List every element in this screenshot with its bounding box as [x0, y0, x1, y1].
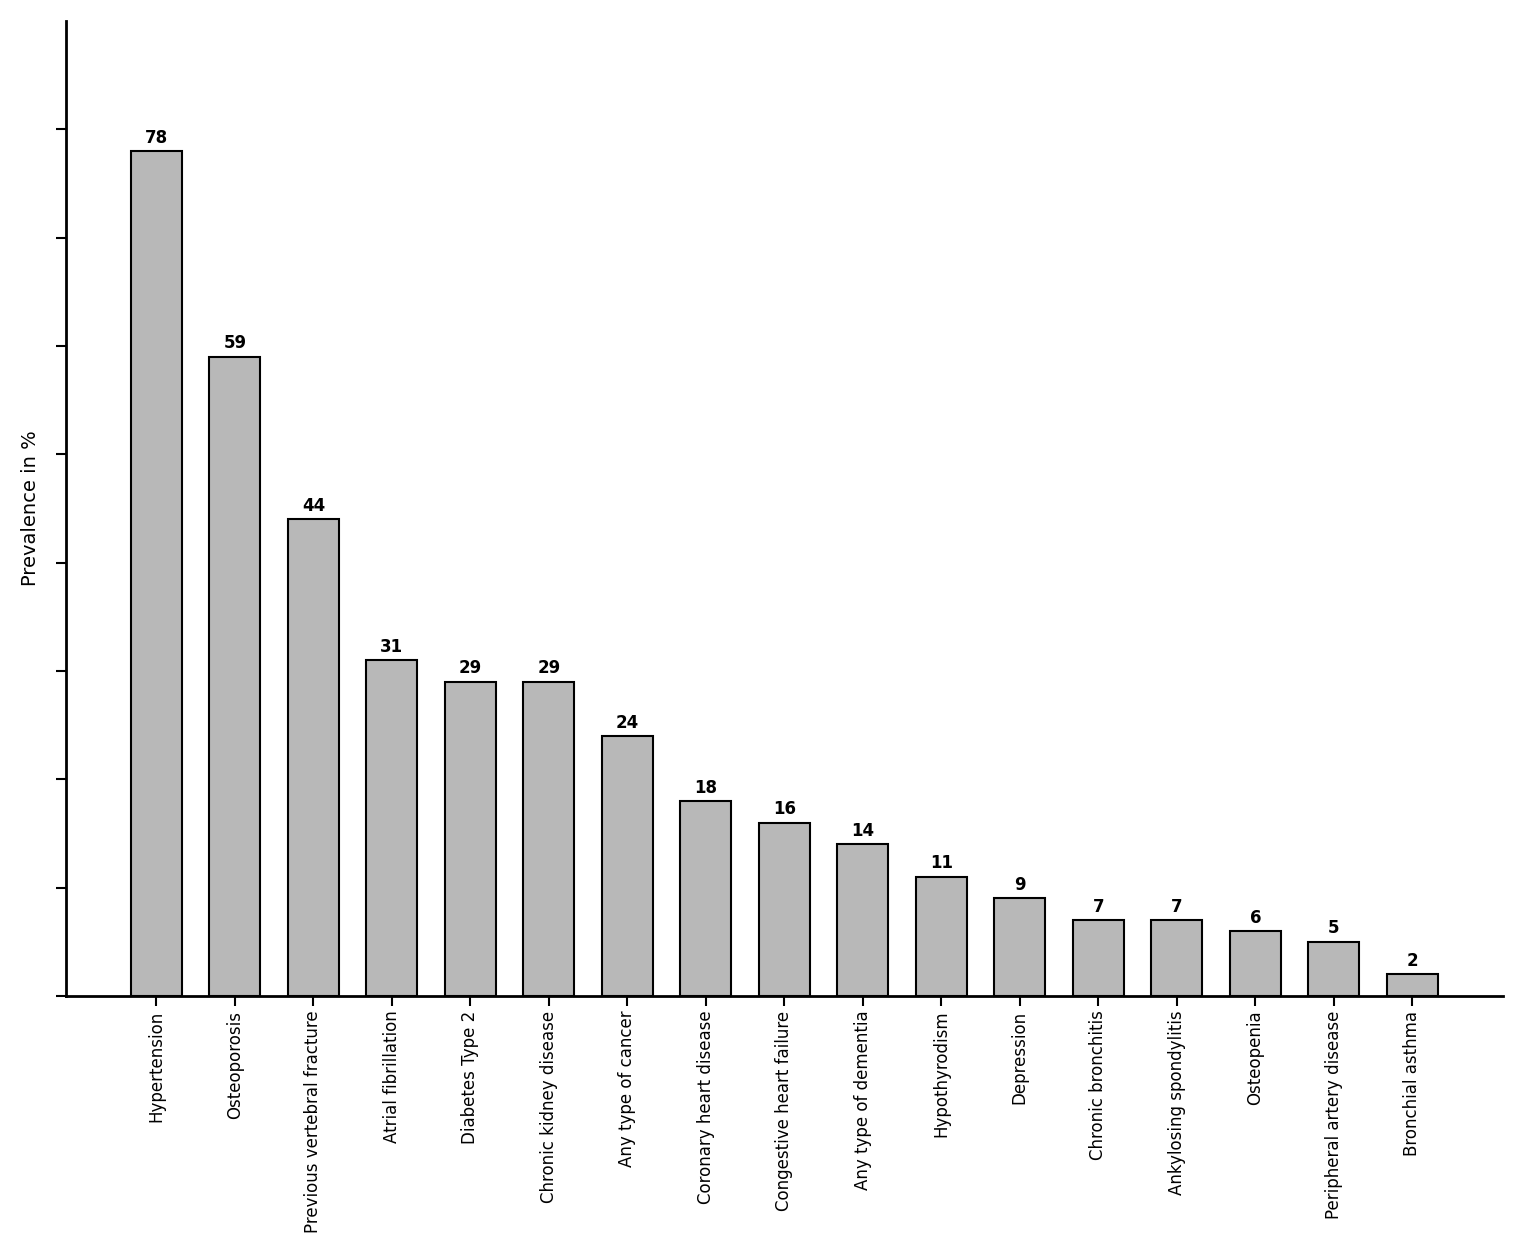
- Bar: [288, 519, 338, 996]
- Bar: [1387, 974, 1437, 996]
- Text: 2: 2: [1407, 952, 1419, 969]
- Bar: [1151, 920, 1202, 996]
- Text: 11: 11: [930, 854, 952, 873]
- Bar: [916, 877, 966, 996]
- Text: 18: 18: [695, 779, 718, 796]
- Y-axis label: Prevalence in %: Prevalence in %: [21, 430, 40, 587]
- Bar: [445, 682, 495, 996]
- Text: 14: 14: [852, 821, 875, 840]
- Text: 5: 5: [1327, 919, 1340, 938]
- Bar: [366, 660, 418, 996]
- Text: 44: 44: [302, 497, 325, 515]
- Text: 7: 7: [1093, 898, 1105, 915]
- Text: 6: 6: [1250, 909, 1260, 927]
- Text: 9: 9: [1013, 877, 1026, 894]
- Bar: [837, 844, 888, 996]
- Bar: [680, 801, 732, 996]
- Text: 16: 16: [773, 800, 796, 819]
- Text: 7: 7: [1170, 898, 1183, 915]
- Bar: [1230, 930, 1280, 996]
- Bar: [602, 736, 652, 996]
- Bar: [209, 356, 261, 996]
- Bar: [759, 823, 809, 996]
- Bar: [131, 150, 181, 996]
- Text: 29: 29: [459, 660, 482, 677]
- Bar: [1073, 920, 1123, 996]
- Bar: [994, 898, 1045, 996]
- Bar: [523, 682, 575, 996]
- Text: 59: 59: [224, 335, 247, 352]
- Text: 29: 29: [538, 660, 561, 677]
- Text: 78: 78: [145, 128, 168, 147]
- Bar: [1308, 942, 1359, 996]
- Text: 31: 31: [381, 638, 404, 656]
- Text: 24: 24: [616, 714, 639, 731]
